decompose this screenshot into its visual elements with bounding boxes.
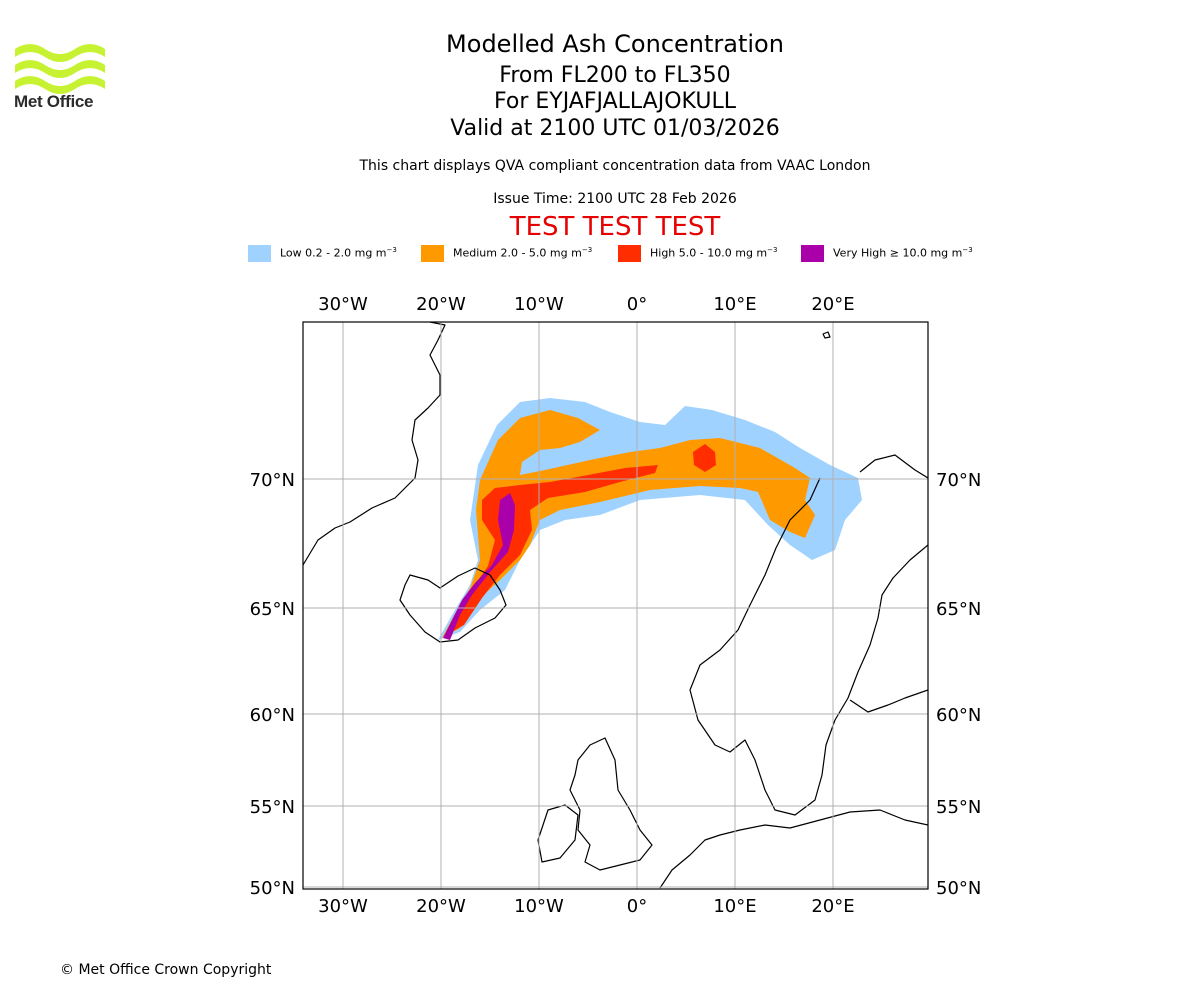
- latitude-label: 65°N: [936, 599, 981, 620]
- longitude-label: 30°W: [318, 896, 368, 917]
- legend-swatch-very-high: [801, 245, 824, 262]
- longitude-label: 20°W: [416, 294, 466, 315]
- longitude-label: 0°: [627, 294, 647, 315]
- legend-swatch-low: [248, 245, 271, 262]
- longitude-label: 0°: [627, 896, 647, 917]
- ash-area-medium: [442, 410, 815, 638]
- iceland-coast: [399, 567, 507, 643]
- longitude-label: 20°E: [811, 896, 854, 917]
- chart-title: Modelled Ash Concentration: [446, 30, 784, 58]
- legend-swatch-medium: [421, 245, 444, 262]
- svalbard-island: [822, 331, 831, 339]
- valid-time: Valid at 2100 UTC 01/03/2026: [450, 116, 780, 141]
- map-frame: [302, 321, 929, 890]
- graticule-labels: 30°W 30°W 20°W 20°W 10°W 10°W 0° 0° 10°E 10°E 20°E…: [250, 294, 982, 917]
- latitude-label: 55°N: [250, 797, 295, 818]
- ash-area-very-high: [443, 493, 515, 640]
- latitude-label: 50°N: [250, 878, 295, 899]
- test-banner: TEST TEST TEST: [509, 212, 721, 242]
- longitude-label: 20°W: [416, 896, 466, 917]
- copyright-notice: © Met Office Crown Copyright: [60, 962, 272, 978]
- met-office-logo-text: Met Office: [14, 92, 94, 111]
- ash-area-high-patch: [693, 444, 716, 472]
- scandinavia-coast: [689, 454, 928, 816]
- latitude-label: 50°N: [936, 878, 981, 899]
- latitude-label: 60°N: [936, 705, 981, 726]
- longitude-label: 10°E: [713, 294, 756, 315]
- volcano-name: For EYJAFJALLAJOKULL: [494, 89, 736, 114]
- latitude-label: 60°N: [250, 705, 295, 726]
- longitude-label: 10°W: [514, 294, 564, 315]
- latitude-label: 55°N: [936, 797, 981, 818]
- greenland-coast: [303, 322, 446, 566]
- graticule-grid: [303, 322, 928, 889]
- latitude-label: 65°N: [250, 599, 295, 620]
- ash-area-high: [446, 465, 658, 635]
- met-office-logo-icon: [15, 44, 105, 94]
- chart-description: This chart displays QVA compliant concen…: [359, 158, 871, 174]
- britain-coast: [569, 737, 653, 871]
- legend-swatch-high: [618, 245, 641, 262]
- latitude-label: 70°N: [250, 470, 295, 491]
- ireland-coast: [537, 804, 579, 863]
- continent-coast: [659, 809, 928, 889]
- longitude-label: 10°E: [713, 896, 756, 917]
- issue-time: Issue Time: 2100 UTC 28 Feb 2026: [493, 191, 737, 207]
- flight-level-range: From FL200 to FL350: [499, 63, 731, 88]
- longitude-label: 30°W: [318, 294, 368, 315]
- longitude-label: 20°E: [811, 294, 854, 315]
- longitude-label: 10°W: [514, 896, 564, 917]
- latitude-label: 70°N: [936, 470, 981, 491]
